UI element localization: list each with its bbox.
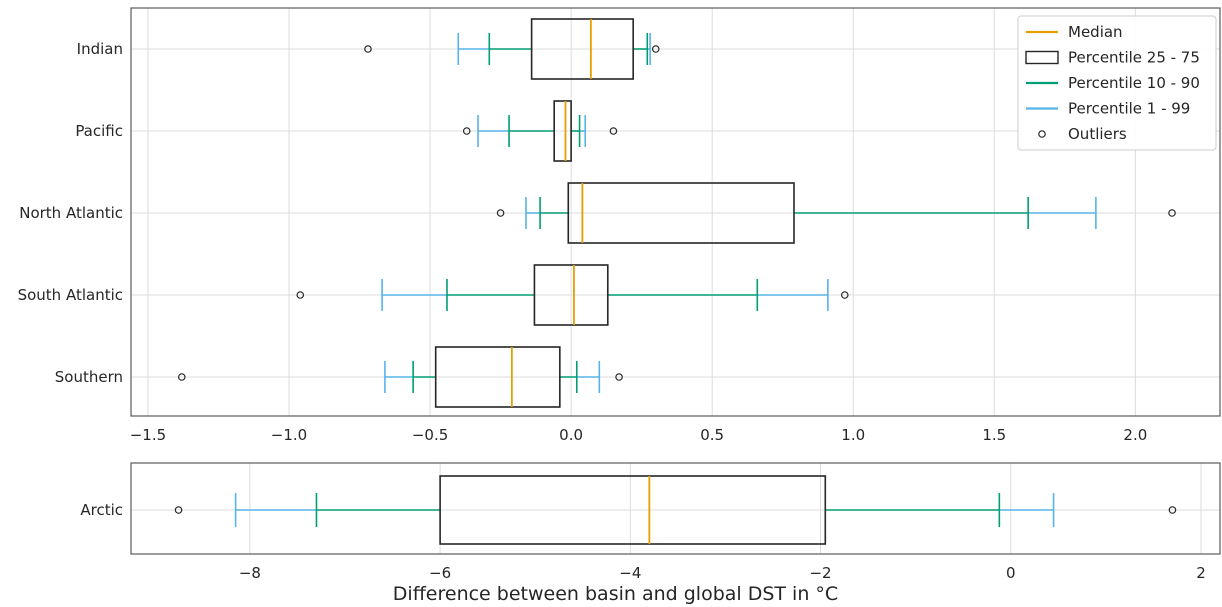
x-tick-label: −4 — [619, 564, 641, 582]
legend-label-percentile-1-99: Percentile 1 - 99 — [1068, 100, 1190, 118]
box-southern — [177, 346, 623, 408]
outlier-point — [296, 291, 305, 299]
x-tick-label: 0 — [1006, 564, 1016, 582]
box-north-atlantic — [496, 182, 1176, 244]
iqr-box — [567, 182, 795, 244]
legend-box — [1017, 15, 1217, 151]
x-tick-label: −8 — [239, 564, 261, 582]
iqr-box — [533, 264, 609, 326]
category-label: Southern — [55, 368, 123, 386]
x-tick-label: 1.5 — [982, 426, 1006, 444]
legend-label-percentile-10-90: Percentile 10 - 90 — [1068, 74, 1200, 92]
outlier-point — [462, 127, 471, 135]
x-axis-label: Difference between basin and global DST … — [393, 583, 838, 605]
x-tick-label: −6 — [429, 564, 451, 582]
outlier-point — [651, 45, 660, 53]
x-tick-label: 2 — [1196, 564, 1206, 582]
top-panel: −1.5 −1.0 −0.5 0.0 0.5 1.0 1.5 2.0 Indian Pacific… — [18, 7, 1221, 444]
x-tick-label: 2.0 — [1123, 426, 1147, 444]
iqr-box — [553, 100, 572, 162]
legend-handle-percentile-25-75 — [1025, 50, 1059, 65]
x-tick-label: −1.5 — [130, 426, 166, 444]
x-tick-label: −2 — [809, 564, 831, 582]
iqr-box — [434, 346, 561, 408]
outlier-point — [840, 291, 849, 299]
outlier-point — [177, 373, 186, 381]
category-label: South Atlantic — [18, 286, 123, 304]
outlier-point — [609, 127, 618, 135]
x-tick-label: −0.5 — [412, 426, 448, 444]
box-arctic — [174, 475, 1177, 545]
bottom-panel: −8 −6 −4 −2 0 2 Arctic Difference between basin… — [80, 462, 1221, 605]
legend-label-percentile-25-75: Percentile 25 - 75 — [1068, 49, 1200, 67]
category-label: Pacific — [75, 122, 123, 140]
outlier-point — [615, 373, 623, 381]
legend: Median Percentile 25 - 75 Percentile 10 - … — [1017, 15, 1217, 151]
category-label: Arctic — [80, 501, 123, 519]
x-tick-label: 1.0 — [841, 426, 865, 444]
outlier-point — [174, 506, 183, 514]
category-label: Indian — [77, 40, 123, 58]
outlier-point — [1168, 209, 1176, 217]
box-south-atlantic — [296, 264, 849, 326]
box-indian — [364, 18, 660, 80]
x-tick-label: 0.0 — [559, 426, 583, 444]
iqr-box — [439, 475, 827, 545]
outlier-point — [1168, 506, 1177, 514]
axes-frame — [130, 7, 1221, 417]
x-tick-label: −1.0 — [271, 426, 307, 444]
outlier-point — [496, 209, 505, 217]
outlier-point — [364, 45, 372, 53]
legend-handle-outliers — [1038, 130, 1046, 138]
category-label: North Atlantic — [19, 204, 123, 222]
legend-label-outliers: Outliers — [1068, 125, 1127, 143]
box-pacific — [462, 100, 618, 162]
iqr-box — [530, 18, 634, 80]
legend-label-median: Median — [1068, 23, 1123, 41]
x-tick-label: 0.5 — [700, 426, 724, 444]
axes-frame — [130, 462, 1221, 555]
